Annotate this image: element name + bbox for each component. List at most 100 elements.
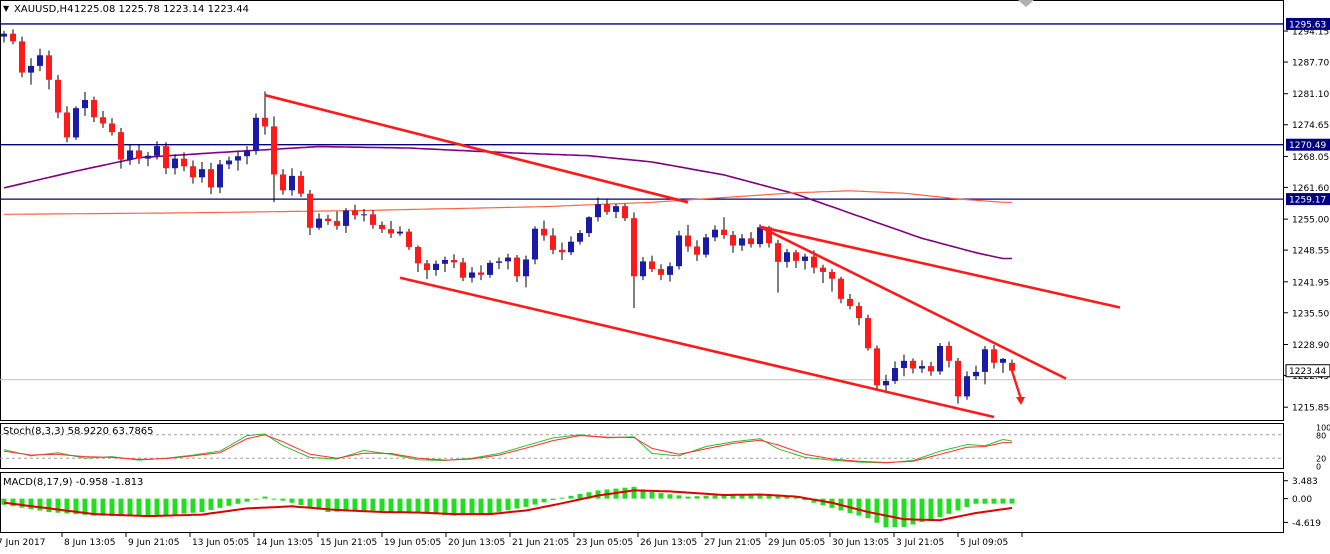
price-axis[interactable]: 1294.15 1287.70 1281.10 1274.65 1268.05 1261.… [1284,17,1330,414]
chart-ohlc-label: 1225.08 1225.78 1223.14 1223.44 [74,4,249,15]
candle-body [766,227,772,244]
macd-panel[interactable]: MACD(8,17,9) -0.958 -1.813 [0,472,1284,533]
stochastic-panel[interactable]: Stoch(8,3,3) 58.9220 63.7865 [0,423,1284,469]
current-price-tag-label: 1223.44 [1289,367,1326,377]
macd-histogram-bar [361,498,367,511]
candle-body [334,221,340,226]
candle-body [622,206,628,219]
stochastic-axis-tick-label: 0 [1316,463,1321,472]
candle-body [514,257,520,277]
macd-histogram-bar [910,498,916,525]
macd-histogram-bar [559,497,565,499]
candle-body [487,262,493,275]
macd-histogram-bar [955,498,961,511]
macd-histogram-bar [973,498,979,504]
trendline [759,225,1067,380]
candle-body [127,150,133,160]
candle-body [910,360,916,369]
candle-body [325,218,331,222]
macd-axis: 3.483 0.00 -4.619 [1284,477,1321,529]
candle-body [694,246,700,255]
macd-histogram-bar [217,498,223,508]
macd-histogram-bar [64,498,70,514]
price-axis-tick-label: 1261.60 [1292,184,1329,194]
candle-body [892,368,898,382]
macd-histogram-bar [55,498,61,513]
candle-body [613,206,619,212]
macd-histogram-bar [316,498,322,510]
macd-histogram-bar [433,498,439,515]
candle-body [1,33,7,37]
macd-histogram-bar [325,498,331,512]
price-axis-tick-label: 1235.50 [1292,309,1329,319]
candle-body [442,259,448,264]
time-axis[interactable]: 7 Jun 2017 8 Jun 13:05 9 Jun 21:05 13 Jun 0… [0,532,1023,548]
macd-histogram-bar [190,498,196,513]
projection-arrow-head [1016,397,1025,406]
macd-histogram-bar [919,498,925,523]
candle-body [424,263,430,271]
macd-histogram-bar [1,498,7,505]
candle-body [379,224,385,230]
candle-body [631,218,637,277]
price-panel[interactable]: ▼ XAUUSD,H4 1225.08 1225.78 1223.14 1223… [0,0,1284,421]
candle-body [307,193,313,228]
time-axis-tick-label: 29 Jun 05:05 [768,538,825,548]
ma-fast-line [4,190,1012,215]
macd-histogram-bar [757,494,763,499]
candle-body [550,235,556,250]
macd-histogram-bar [388,498,394,512]
candle-body [712,229,718,238]
macd-histogram-bar [658,493,664,499]
macd-histogram-bar [262,496,268,499]
candle-body [586,217,592,234]
macd-histogram-bar [901,498,907,527]
candle-body [433,263,439,271]
price-axis-tick-label: 1268.05 [1292,153,1329,163]
macd-histogram-bar [397,498,403,512]
candle-body [820,267,826,272]
macd-histogram-bar [847,498,853,514]
candle-body [388,229,394,234]
candle-body [676,235,682,267]
macd-histogram-bar [991,498,997,504]
macd-histogram-bar [253,498,259,500]
candle-body [865,318,871,349]
macd-histogram-bar [37,498,43,511]
macd-histogram-bar [703,495,709,499]
candlesticks [1,29,1015,404]
candle-body [955,360,961,397]
macd-histogram-bar [244,498,250,502]
macd-histogram-bar [505,498,511,511]
macd-histogram-bar [415,498,421,514]
candle-body [28,65,34,73]
macd-histogram-bar [694,496,700,499]
macd-axis-tick-label: -4.619 [1292,519,1321,529]
time-axis-tick-label: 13 Jun 05:05 [192,538,249,548]
candle-body [82,99,88,109]
macd-histogram-bar [766,494,772,499]
macd-histogram-bar [181,498,187,514]
macd-histogram-bar [964,498,970,508]
candle-body [64,112,70,138]
time-axis-tick-label: 27 Jun 21:05 [704,538,761,548]
macd-histogram-bar [982,498,988,504]
macd-histogram-bar [928,498,934,520]
candle-body [1000,358,1006,363]
candle-body [118,132,124,160]
macd-histogram-bar [10,498,16,507]
candle-body [163,146,169,169]
macd-histogram-bar [496,498,502,512]
candle-body [919,366,925,369]
candle-body [559,249,565,253]
candle-body [793,252,799,261]
horizontal-levels [0,23,1284,200]
chart-menu-arrow[interactable]: ▼ [3,4,10,13]
macd-histogram-bar [100,498,106,516]
candle-body [523,259,529,277]
ma-slow-line [3,145,1012,260]
candle-body [271,126,277,175]
scroll-shift-marker-icon[interactable] [1018,0,1034,7]
macd-histogram-bar [379,498,385,511]
